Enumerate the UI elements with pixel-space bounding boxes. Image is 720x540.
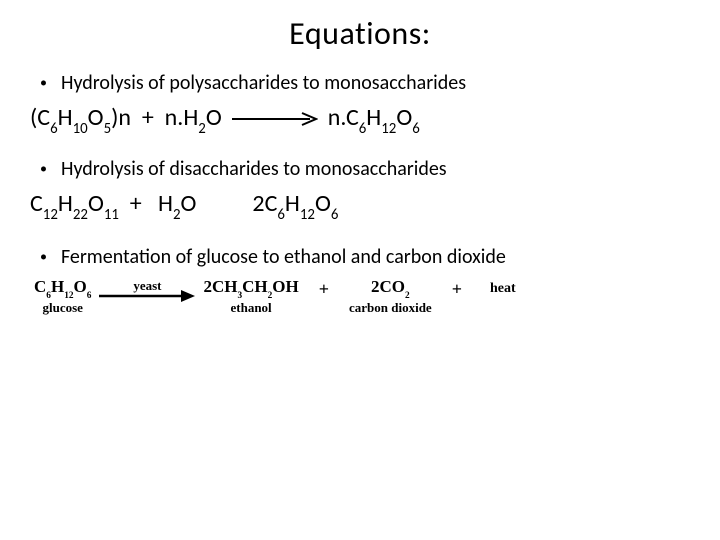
ferm-arrow: yeast bbox=[91, 278, 203, 315]
ferm-part: 2CH bbox=[203, 277, 237, 296]
eq2-part: O bbox=[88, 189, 104, 218]
eq2-sub: 2 bbox=[173, 205, 181, 223]
equation-1: (C6H10O5)n + n.H2O n.C6H12O6 bbox=[30, 103, 700, 135]
eq1-sub: 10 bbox=[73, 119, 88, 137]
eq1-part: O bbox=[206, 103, 222, 132]
ferm-ethanol-label: ethanol bbox=[231, 301, 272, 316]
eq1-part: O bbox=[88, 103, 104, 132]
eq1-sub: 2 bbox=[198, 119, 206, 137]
ferm-part: O bbox=[74, 277, 87, 296]
eq2-sub: 6 bbox=[331, 205, 339, 223]
ferm-sub: 3 bbox=[237, 291, 242, 301]
ferm-glucose-label: glucose bbox=[42, 301, 82, 316]
eq1-part: )n + n.H bbox=[111, 103, 198, 132]
ferm-sub: 6 bbox=[87, 291, 92, 301]
eq2-part: C bbox=[30, 189, 43, 218]
ferm-part: H bbox=[51, 277, 64, 296]
ferm-sub: 2 bbox=[405, 291, 410, 301]
eq1-part: H bbox=[366, 103, 381, 132]
bullet-dot-icon: • bbox=[40, 250, 47, 264]
eq2-part: H bbox=[285, 189, 300, 218]
eq2-sub: 12 bbox=[300, 205, 315, 223]
ferm-part: 2CO bbox=[371, 277, 405, 296]
ferm-glucose: C6H12O6 glucose bbox=[34, 277, 91, 316]
ferm-part: CH bbox=[242, 277, 268, 296]
eq2-part: O bbox=[181, 189, 197, 218]
eq1-sub: 5 bbox=[104, 119, 112, 137]
eq2-sub: 22 bbox=[73, 205, 88, 223]
bullet-dot-icon: • bbox=[40, 162, 47, 176]
eq1-part: (C bbox=[30, 103, 50, 132]
ferm-part: C bbox=[34, 277, 46, 296]
ferm-sub: 12 bbox=[64, 291, 73, 301]
ferm-ethanol: 2CH3CH2OH ethanol bbox=[203, 277, 298, 316]
ferm-heat: heat bbox=[482, 281, 516, 311]
ferm-sub: 2 bbox=[268, 291, 273, 301]
content-region: • Hydrolysis of polysaccharides to monos… bbox=[0, 71, 720, 316]
ferm-co2: 2CO2 carbon dioxide bbox=[349, 277, 432, 316]
bullet-item-2: • Hydrolysis of disaccharides to monosac… bbox=[40, 157, 700, 181]
eq1-sub: 6 bbox=[50, 119, 58, 137]
bullet-3-text: Fermentation of glucose to ethanol and c… bbox=[61, 245, 506, 269]
ferm-plus-2: + bbox=[432, 279, 482, 314]
eq1-part: H bbox=[58, 103, 73, 132]
page-title: Equations: bbox=[0, 0, 720, 71]
eq1-sub: 6 bbox=[359, 119, 367, 137]
eq1-part: n.C bbox=[328, 103, 359, 132]
arrow-icon bbox=[99, 289, 195, 303]
eq2-part: O bbox=[315, 189, 331, 218]
eq2-part: 2C bbox=[252, 189, 277, 218]
ferm-part: OH bbox=[272, 277, 298, 296]
eq1-part: O bbox=[396, 103, 412, 132]
eq1-sub: 12 bbox=[381, 119, 396, 137]
equation-3-fermentation: C6H12O6 glucose yeast 2CH3CH2OH ethanol … bbox=[34, 277, 700, 316]
eq2-part: H bbox=[58, 189, 73, 218]
bullet-dot-icon: • bbox=[40, 76, 47, 90]
ferm-sub: 6 bbox=[46, 291, 51, 301]
bullet-item-1: • Hydrolysis of polysaccharides to monos… bbox=[40, 71, 700, 95]
bullet-1-text: Hydrolysis of polysaccharides to monosac… bbox=[61, 71, 466, 95]
eq2-sub: 11 bbox=[104, 205, 119, 223]
equation-2: C12H22O11 + H2O 2C6H12O6 bbox=[30, 189, 700, 221]
ferm-co2-label: carbon dioxide bbox=[349, 301, 432, 316]
eq2-sub: 6 bbox=[277, 205, 285, 223]
bullet-item-3: • Fermentation of glucose to ethanol and… bbox=[40, 245, 700, 269]
eq1-sub: 6 bbox=[412, 119, 420, 137]
ferm-plus-1: + bbox=[299, 279, 349, 314]
arrow-icon bbox=[232, 112, 318, 126]
eq2-part: + H bbox=[119, 189, 173, 218]
bullet-2-text: Hydrolysis of disaccharides to monosacch… bbox=[61, 157, 447, 181]
eq2-sub: 12 bbox=[43, 205, 58, 223]
